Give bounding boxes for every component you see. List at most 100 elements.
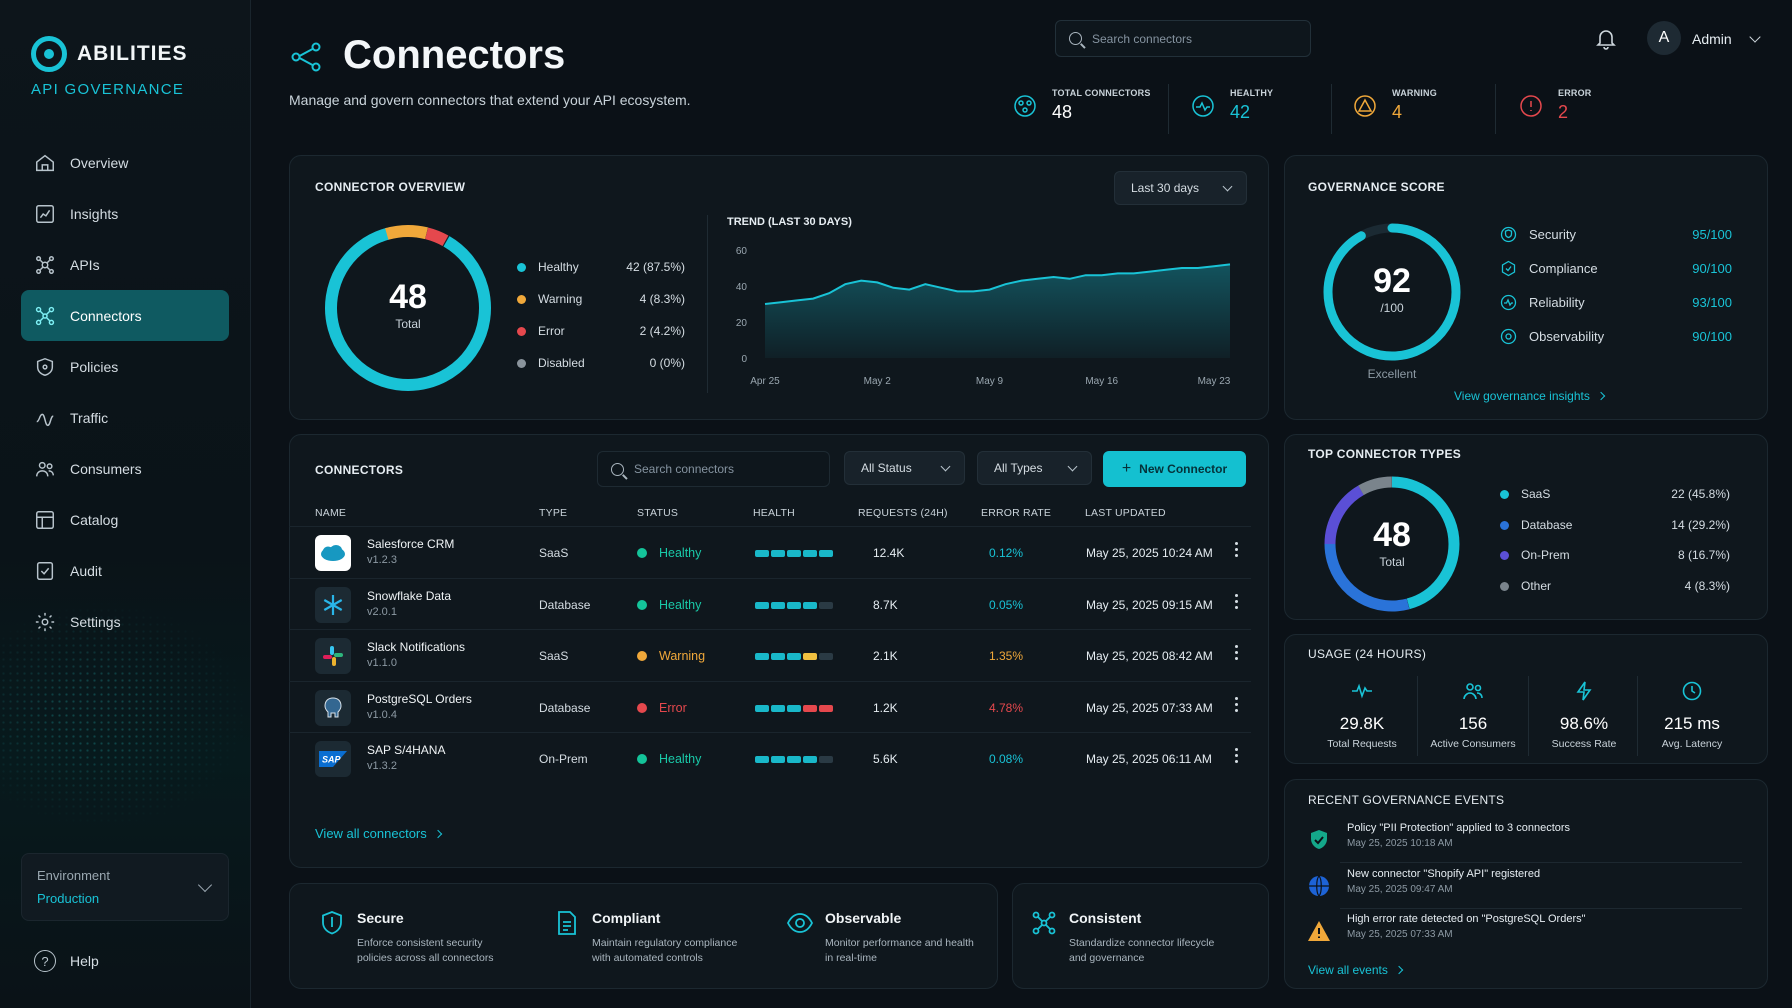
svg-text:SAP: SAP bbox=[322, 755, 342, 765]
help-link[interactable]: ? Help bbox=[34, 950, 99, 972]
new-connector-button[interactable]: + New Connector bbox=[1103, 451, 1246, 487]
column-header[interactable]: HEALTH bbox=[753, 507, 795, 519]
sidebar-item-connectors[interactable]: Connectors bbox=[21, 290, 229, 341]
divider bbox=[1168, 84, 1169, 134]
connector-name[interactable]: Salesforce CRM bbox=[367, 537, 455, 551]
table-row[interactable]: PostgreSQL Orders v1.0.4 Database Error 1.2K… bbox=[289, 680, 1251, 733]
brand[interactable]: ABILITIES bbox=[31, 36, 188, 72]
connector-name[interactable]: PostgreSQL Orders bbox=[367, 691, 472, 706]
more-actions-icon[interactable] bbox=[1235, 542, 1239, 557]
status-text: Warning bbox=[659, 649, 706, 663]
legend-database: Database 14 (29.2%) bbox=[1500, 518, 1730, 532]
event-item[interactable]: Policy "PII Protection" applied to 3 con… bbox=[1307, 822, 1570, 852]
brand-logo-icon bbox=[31, 36, 67, 72]
event-item[interactable]: New connector "Shopify API" registered Ma… bbox=[1307, 868, 1540, 898]
more-actions-icon[interactable] bbox=[1235, 593, 1239, 609]
shield-icon bbox=[322, 911, 342, 935]
avatar[interactable]: A bbox=[1647, 21, 1681, 55]
shield-icon bbox=[36, 357, 54, 376]
global-search-input[interactable] bbox=[1092, 31, 1272, 46]
more-actions-icon[interactable] bbox=[1235, 748, 1239, 763]
health-segment bbox=[787, 550, 801, 557]
governance-label: Compliance bbox=[1529, 261, 1598, 276]
x-tick-label: May 16 bbox=[1085, 376, 1118, 387]
sidebar-item-insights[interactable]: Insights bbox=[21, 188, 229, 239]
reliability-icon bbox=[1500, 294, 1517, 311]
table-row[interactable]: Salesforce CRM v1.2.3 SaaS Healthy 12.4K 0.12… bbox=[289, 526, 1251, 578]
sidebar-item-apis[interactable]: APIs bbox=[21, 239, 229, 290]
more-actions-icon[interactable] bbox=[1235, 645, 1239, 660]
column-header[interactable]: STATUS bbox=[637, 507, 679, 519]
pulse-icon bbox=[1352, 683, 1372, 699]
table-row[interactable]: SAP SAP S/4HANA v1.3.2 On-Prem Healthy 5.6K 0.… bbox=[289, 732, 1251, 784]
view-all-events-link[interactable]: View all events bbox=[1308, 963, 1404, 977]
usage-success-rate: 98.6% Success Rate bbox=[1529, 680, 1639, 750]
column-header[interactable]: ERROR RATE bbox=[981, 507, 1052, 519]
divider bbox=[1340, 908, 1742, 909]
score-value: 92 bbox=[1373, 262, 1411, 300]
total-value: 48 bbox=[389, 278, 427, 316]
event-text: High error rate detected on "PostgreSQL … bbox=[1347, 913, 1586, 925]
chevron-down-icon[interactable] bbox=[1749, 31, 1761, 43]
event-item[interactable]: High error rate detected on "PostgreSQL … bbox=[1307, 913, 1586, 943]
column-header[interactable]: LAST UPDATED bbox=[1085, 507, 1166, 519]
connector-name[interactable]: Slack Notifications bbox=[367, 640, 466, 654]
sidebar-item-audit[interactable]: Audit bbox=[21, 545, 229, 596]
chevron-right-icon bbox=[1394, 965, 1404, 975]
feature-secure: Secure Enforce consistent security polici… bbox=[319, 910, 507, 966]
table-row[interactable]: Snowflake Data v2.0.1 Database Healthy 8.7K 0… bbox=[289, 577, 1251, 630]
connector-search[interactable] bbox=[597, 451, 830, 487]
more-actions-icon[interactable] bbox=[1235, 696, 1239, 712]
sidebar-item-settings[interactable]: Settings bbox=[21, 596, 229, 647]
snowflake-logo-icon bbox=[315, 586, 351, 623]
legend-value: 4 (8.3%) bbox=[639, 292, 685, 306]
last-updated-value: May 25, 2025 10:24 AM bbox=[1086, 546, 1213, 560]
top-connector-types-card bbox=[1284, 434, 1768, 620]
connector-name[interactable]: Snowflake Data bbox=[367, 588, 452, 603]
view-governance-insights-link[interactable]: View governance insights bbox=[1454, 389, 1606, 403]
sidebar-item-catalog[interactable]: Catalog bbox=[21, 494, 229, 545]
trend-chart: 0 20 40 60 Apr 25 May 2 May 9 May 16 May 23 bbox=[736, 246, 1231, 387]
view-all-connectors-link[interactable]: View all connectors bbox=[315, 826, 443, 841]
legend-value: 42 (87.5%) bbox=[626, 260, 685, 274]
overview-total: 48 Total bbox=[358, 278, 458, 331]
connector-search-input[interactable] bbox=[634, 462, 814, 476]
health-segment bbox=[771, 601, 785, 609]
column-header[interactable]: NAME bbox=[315, 507, 347, 519]
global-search[interactable] bbox=[1055, 20, 1311, 57]
feature-consistent: Consistent Standardize connector lifecycl… bbox=[1031, 910, 1219, 966]
shield-check-icon bbox=[1311, 830, 1327, 849]
divider bbox=[1340, 862, 1742, 863]
status-filter[interactable]: All Status bbox=[844, 451, 965, 485]
legend-value: 22 (45.8%) bbox=[1671, 487, 1730, 501]
user-name[interactable]: Admin bbox=[1692, 31, 1732, 47]
sidebar-item-consumers[interactable]: Consumers bbox=[21, 443, 229, 494]
chevron-down-icon bbox=[1067, 461, 1078, 472]
sidebar-item-traffic[interactable]: Traffic bbox=[21, 392, 229, 443]
bell-icon[interactable] bbox=[1596, 28, 1616, 50]
column-header[interactable]: TYPE bbox=[539, 507, 568, 519]
health-segment bbox=[755, 704, 769, 712]
card-title: USAGE (24 HOURS) bbox=[1308, 647, 1427, 661]
table-row[interactable]: Slack Notifications v1.1.0 SaaS Warning 2.1K… bbox=[289, 629, 1251, 681]
column-header[interactable]: REQUESTS (24H) bbox=[858, 507, 948, 519]
types-total: 48 Total bbox=[1342, 516, 1442, 569]
environment-selector[interactable]: Environment Production bbox=[21, 853, 229, 921]
health-bar bbox=[755, 601, 833, 609]
features-card-consistent bbox=[1012, 883, 1269, 989]
clock-icon bbox=[1682, 681, 1702, 701]
type-filter[interactable]: All Types bbox=[977, 451, 1092, 485]
score-out-of: /100 bbox=[1380, 301, 1404, 315]
range-value: Last 30 days bbox=[1131, 181, 1200, 195]
usage-label: Success Rate bbox=[1551, 738, 1617, 750]
total-label: Total bbox=[1379, 555, 1405, 569]
salesforce-logo-icon bbox=[315, 535, 351, 571]
connector-name[interactable]: SAP S/4HANA bbox=[367, 743, 446, 757]
sidebar-item-policies[interactable]: Policies bbox=[21, 341, 229, 392]
status-dot bbox=[637, 651, 647, 661]
card-title: GOVERNANCE SCORE bbox=[1308, 180, 1445, 194]
range-select[interactable]: Last 30 days bbox=[1114, 171, 1247, 205]
stat-warning: WARNING 4 bbox=[1352, 88, 1437, 123]
brand-subtitle: API GOVERNANCE bbox=[31, 81, 185, 98]
sidebar-item-overview[interactable]: Overview bbox=[21, 137, 229, 188]
